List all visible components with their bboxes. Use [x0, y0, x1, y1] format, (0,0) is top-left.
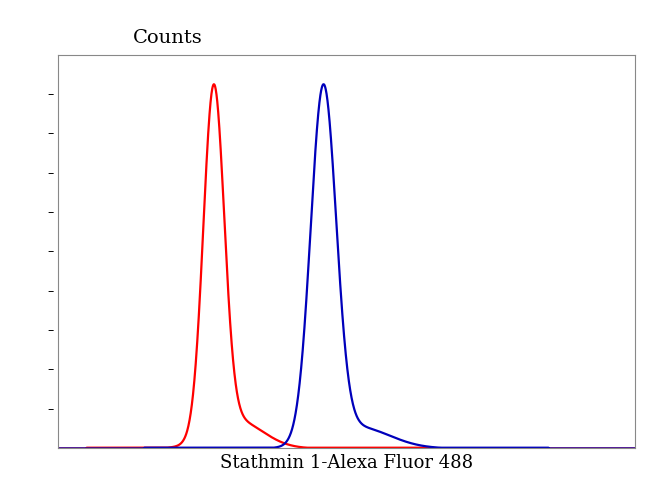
Text: –: – — [47, 167, 54, 180]
X-axis label: Stathmin 1-Alexa Fluor 488: Stathmin 1-Alexa Fluor 488 — [220, 454, 473, 472]
Text: Counts: Counts — [133, 29, 203, 47]
Text: –: – — [47, 363, 54, 376]
Text: –: – — [47, 127, 54, 140]
Text: –: – — [47, 206, 54, 219]
Text: –: – — [47, 403, 54, 415]
Text: –: – — [47, 245, 54, 258]
Text: –: – — [47, 284, 54, 298]
Text: –: – — [47, 324, 54, 337]
Text: –: – — [47, 88, 54, 101]
